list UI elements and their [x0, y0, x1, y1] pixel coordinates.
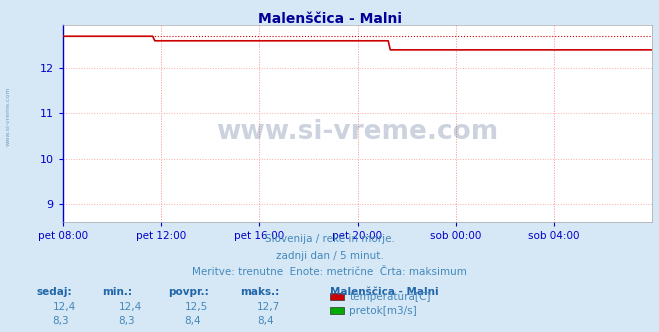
Text: www.si-vreme.com: www.si-vreme.com — [6, 86, 11, 146]
Text: 12,7: 12,7 — [257, 302, 280, 312]
Text: 8,3: 8,3 — [119, 316, 135, 326]
Text: min.:: min.: — [102, 287, 132, 297]
Text: 12,5: 12,5 — [185, 302, 208, 312]
Text: 12,4: 12,4 — [119, 302, 142, 312]
Text: Meritve: trenutne  Enote: metrične  Črta: maksimum: Meritve: trenutne Enote: metrične Črta: … — [192, 267, 467, 277]
Text: 12,4: 12,4 — [53, 302, 76, 312]
Text: 8,4: 8,4 — [257, 316, 273, 326]
Text: povpr.:: povpr.: — [168, 287, 209, 297]
Text: pretok[m3/s]: pretok[m3/s] — [349, 306, 417, 316]
Text: www.si-vreme.com: www.si-vreme.com — [216, 119, 499, 144]
Text: sedaj:: sedaj: — [36, 287, 72, 297]
Text: 8,4: 8,4 — [185, 316, 201, 326]
Text: maks.:: maks.: — [241, 287, 280, 297]
Text: Slovenija / reke in morje.: Slovenija / reke in morje. — [264, 234, 395, 244]
Text: zadnji dan / 5 minut.: zadnji dan / 5 minut. — [275, 251, 384, 261]
Text: Malenščica - Malni: Malenščica - Malni — [258, 12, 401, 26]
Text: 8,3: 8,3 — [53, 316, 69, 326]
Text: Malenščica - Malni: Malenščica - Malni — [330, 287, 438, 297]
Text: temperatura[C]: temperatura[C] — [349, 292, 431, 302]
